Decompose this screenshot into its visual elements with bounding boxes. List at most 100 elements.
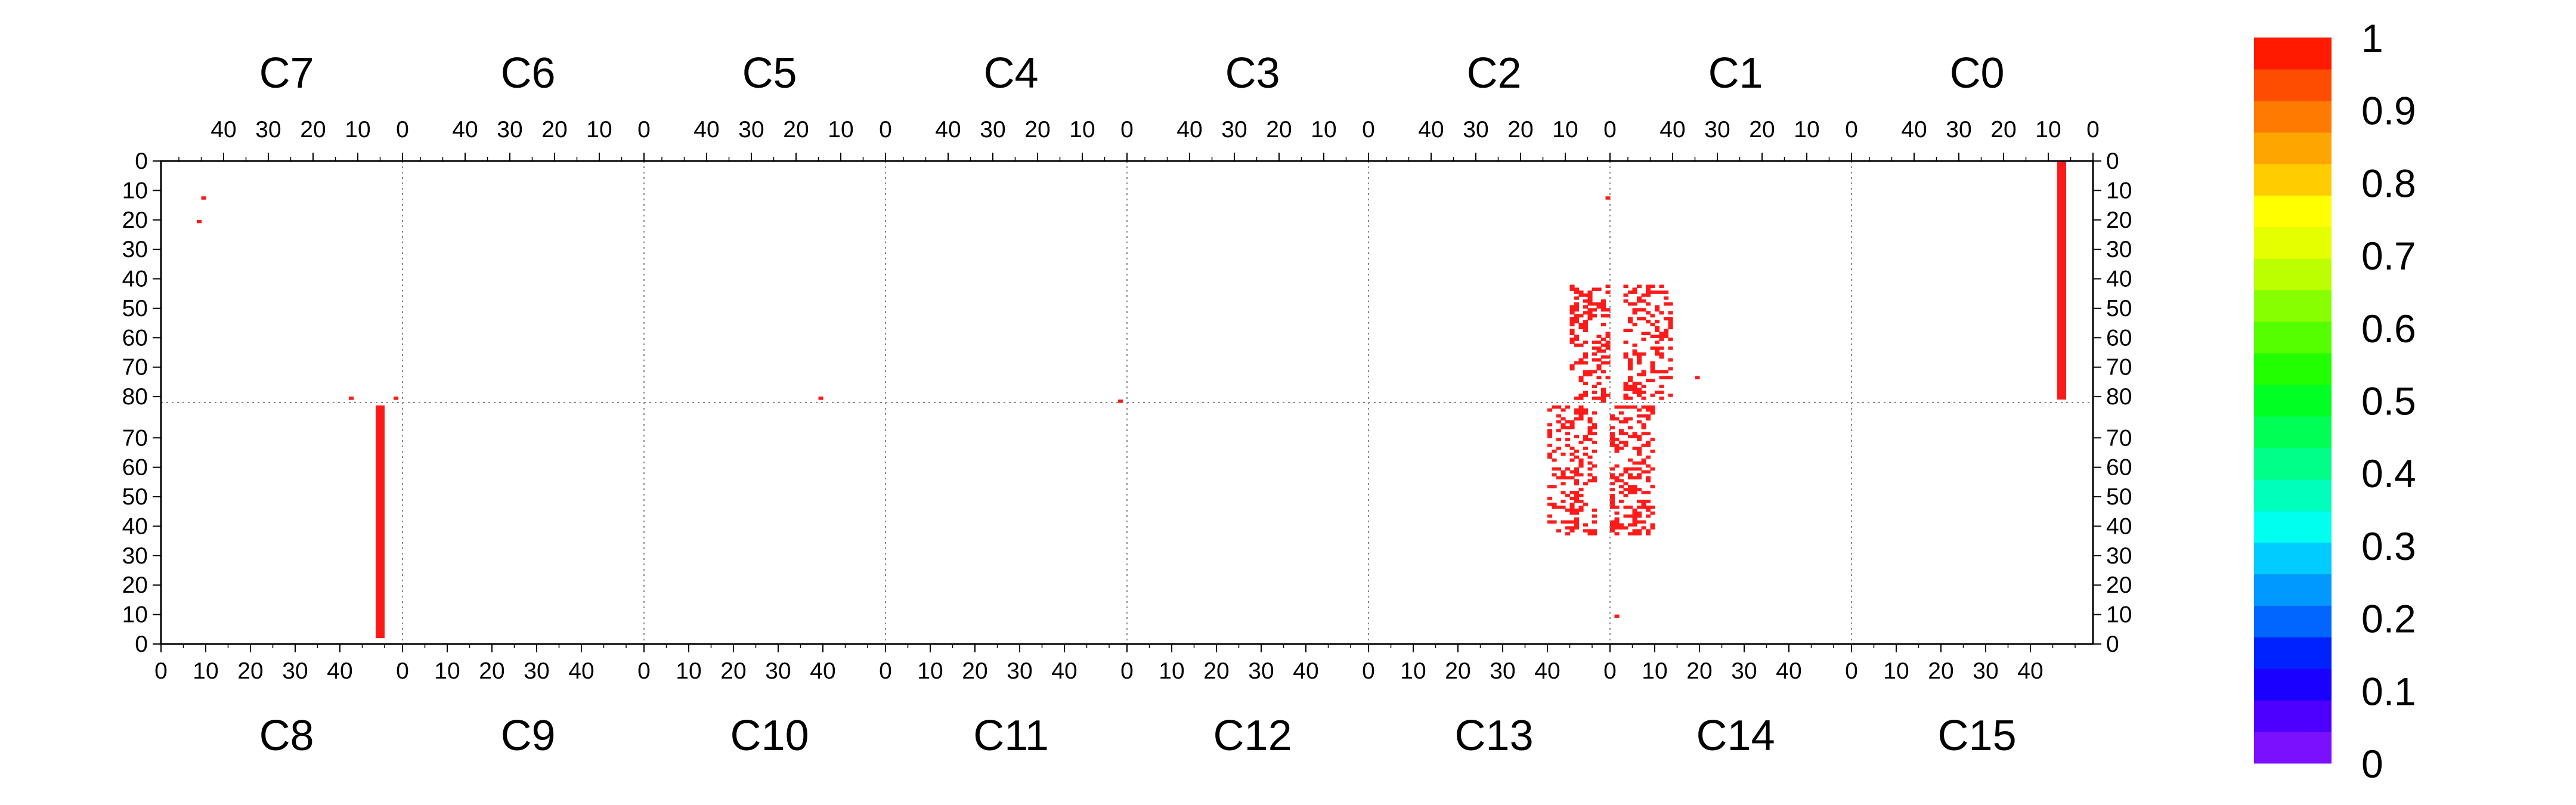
- heatmap-cell: [1578, 326, 1584, 330]
- heatmap-cell: [1610, 505, 1615, 509]
- heatmap-cell: [1610, 438, 1615, 441]
- y-tick-label: 0: [2106, 631, 2119, 657]
- x-tick-label: 0: [396, 658, 409, 684]
- heatmap-cell: [1587, 438, 1593, 441]
- heatmap-cell: [1650, 323, 1655, 327]
- heatmap-cell: [1574, 517, 1580, 521]
- heatmap-cell: [1659, 355, 1664, 359]
- x-tick-label: 20: [1266, 117, 1292, 143]
- heatmap-cell: [1623, 494, 1628, 497]
- heatmap-cell: [1628, 417, 1633, 421]
- heatmap-cell: [1547, 497, 1553, 500]
- heatmap-cell: [1628, 358, 1633, 362]
- heatmap-cell: [1610, 417, 1615, 421]
- heatmap-cell: [1569, 287, 1575, 291]
- heatmap-cell: [1646, 455, 1651, 459]
- heatmap-cell: [1583, 529, 1589, 532]
- heatmap-cell: [1637, 435, 1642, 438]
- heatmap-cell: [1637, 358, 1642, 362]
- heatmap-cell: [1619, 432, 1624, 435]
- heatmap-cell: [1650, 394, 1655, 397]
- heatmap-cell: [1547, 485, 1553, 488]
- heatmap-cell: [1583, 447, 1589, 450]
- heatmap-cell: [1637, 355, 1642, 359]
- colorbar: 0 0.1 0.2 0.3 0.4 0.5 0.6 0.7 0.8 0.9 1: [2254, 16, 2416, 786]
- heatmap-cell: [1601, 388, 1606, 391]
- heatmap-cell: [1552, 458, 1557, 462]
- heatmap-cell: [1596, 364, 1602, 368]
- x-tick-label: 10: [1159, 658, 1184, 684]
- heatmap-cell: [1619, 420, 1624, 424]
- heatmap-cell: [1637, 505, 1642, 509]
- heatmap-cell: [1578, 405, 1584, 409]
- heatmap-cell: [1659, 338, 1664, 341]
- x-tick-label: 40: [452, 117, 478, 143]
- heatmap-cell: [1614, 517, 1620, 521]
- heatmap-cell: [1610, 526, 1615, 530]
- heatmap-cell: [1628, 290, 1633, 294]
- heatmap-cell: [1578, 411, 1584, 415]
- heatmap-cell: [1632, 302, 1637, 306]
- heatmap-cell: [1668, 317, 1673, 321]
- heatmap-cell: [1592, 479, 1597, 482]
- heatmap-cell: [1610, 441, 1615, 444]
- colorbar-swatch: [2254, 69, 2332, 101]
- heatmap-cell: [1569, 311, 1575, 315]
- heatmap-cell: [1610, 499, 1615, 503]
- heatmap-cell: [1569, 491, 1575, 494]
- panel-label-bottom: C14: [1696, 712, 1775, 760]
- heatmap-cell: [1596, 335, 1602, 338]
- heatmap-cell: [1605, 361, 1611, 365]
- heatmap-cell: [1601, 314, 1606, 318]
- x-tick-label: 40: [1051, 658, 1077, 684]
- heatmap-cell: [1578, 488, 1584, 491]
- heatmap-cell: [1561, 476, 1566, 480]
- heatmap-cell: [1668, 358, 1673, 362]
- heatmap-cell: [1587, 473, 1593, 477]
- heatmap-cell: [1583, 382, 1589, 385]
- x-tick-label: 40: [810, 658, 835, 684]
- heatmap-cell: [1578, 499, 1584, 503]
- y-tick-label: 50: [122, 484, 148, 510]
- heatmap-cell: [1569, 502, 1575, 506]
- heatmap-cell: [1610, 414, 1615, 418]
- y-tick-label: 60: [122, 325, 148, 351]
- heatmap-cell: [1632, 523, 1637, 527]
- heatmap-cell: [1565, 426, 1571, 430]
- heatmap-cell: [1628, 361, 1633, 365]
- heatmap-cell: [1565, 476, 1571, 480]
- heatmap-cell: [1569, 526, 1575, 530]
- x-tick-label: 20: [962, 658, 987, 684]
- panel-labels: C7 C6 C5 C4 C3 C2 C1 C0 C8 C9 C10 C11 C12 C13 C14 C15: [259, 49, 2017, 760]
- heatmap-cell: [1561, 482, 1566, 485]
- heatmap-cell: [1601, 349, 1606, 353]
- heatmap-cell: [1646, 529, 1651, 532]
- y-tick-label: 70: [122, 355, 148, 380]
- heatmap-cell: [1637, 476, 1642, 480]
- heatmap-cell: [1578, 358, 1584, 362]
- heatmap-cell: [1632, 385, 1637, 388]
- x-tick-label: 10: [1069, 117, 1095, 143]
- x-tick-label: 10: [828, 117, 853, 143]
- heatmap-cell: [1650, 450, 1655, 453]
- heatmap-cell: [1646, 417, 1651, 421]
- x-tick-label: 10: [434, 658, 460, 684]
- heatmap-cell: [1637, 408, 1642, 412]
- heatmap-cell: [1561, 452, 1566, 456]
- heatmap-cell: [1587, 467, 1593, 471]
- heatmap-cell: [1561, 499, 1566, 503]
- heatmap-cell: [1610, 502, 1615, 506]
- x-tick-label: 10: [917, 658, 943, 684]
- heatmap-cell: [1641, 414, 1646, 418]
- heatmap-cell: [1637, 420, 1642, 424]
- heatmap-cell: [1650, 370, 1655, 374]
- heatmap-cell: [1659, 346, 1664, 350]
- heatmap-cell: [1650, 379, 1655, 383]
- heatmap-cell: [1632, 388, 1637, 391]
- heatmap-cell: [201, 196, 206, 200]
- heatmap-cell: [1574, 435, 1580, 438]
- heatmap-cell: [1641, 352, 1646, 356]
- x-tick-label: 10: [586, 117, 612, 143]
- heatmap-cell: [1601, 323, 1606, 327]
- heatmap-cell: [1592, 432, 1597, 435]
